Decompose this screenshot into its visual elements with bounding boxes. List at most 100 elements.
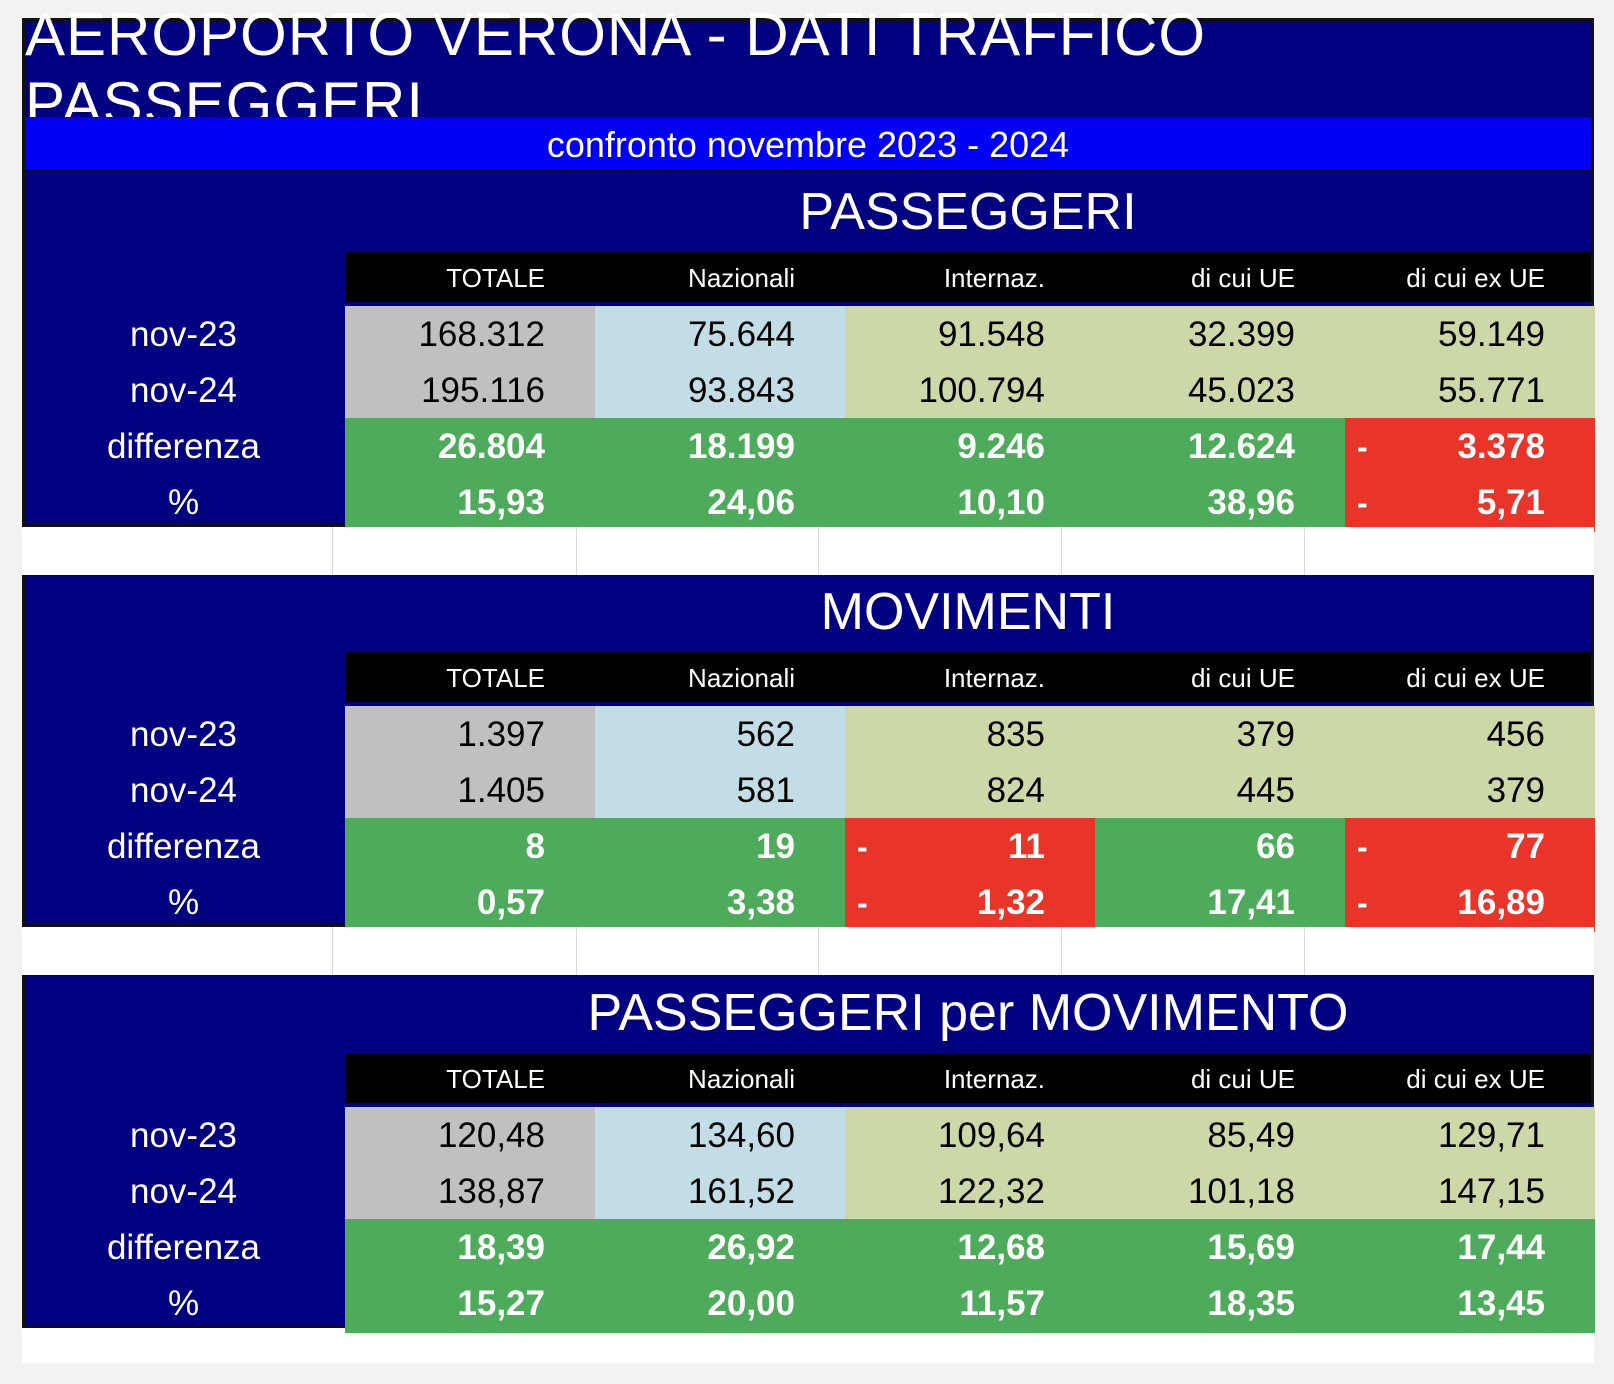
section-title: MOVIMENTI (820, 583, 1116, 641)
cell-value: 38,96 (1207, 483, 1295, 522)
cell-value: 3,38 (726, 883, 795, 922)
grid-line (1061, 527, 1062, 575)
cell-value: 77 (1506, 827, 1545, 866)
cell-value: 85,49 (1207, 1116, 1295, 1155)
data-cell-internaz: 11 - (845, 818, 1095, 876)
row-label-percent: % (167, 883, 200, 922)
cell-value: 835 (986, 715, 1045, 754)
cell-value: 109,64 (937, 1116, 1045, 1155)
cell-value: 17,44 (1457, 1228, 1545, 1267)
data-cell-internaz: 91.548 (845, 306, 1095, 364)
data-cell-internaz: 100.794 (845, 362, 1095, 420)
cell-value: 0,57 (476, 883, 545, 922)
minus-sign: - (1357, 428, 1368, 465)
data-cell-totale: 15,27 (345, 1275, 595, 1333)
cell-value: 26,92 (707, 1228, 795, 1267)
cell-value: 379 (1236, 715, 1295, 754)
grid-line (332, 527, 333, 575)
data-cell-nazionali: 26,92 (595, 1219, 845, 1277)
data-cell-di-cui-ex-ue: 16,89 - (1345, 874, 1595, 932)
column-header-totale: TOTALE (446, 263, 545, 293)
data-cell-totale: 1.405 (345, 762, 595, 820)
data-cell-di-cui-ue: 379 (1095, 706, 1345, 764)
grid-line (576, 927, 577, 975)
cell-value: 9.246 (957, 427, 1045, 466)
data-cell-di-cui-ex-ue: 147,15 (1345, 1163, 1595, 1221)
column-header-internaz: Internaz. (943, 663, 1045, 693)
cell-value: 147,15 (1437, 1172, 1545, 1211)
data-cell-nazionali: 18.199 (595, 418, 845, 476)
report-header: AEROPORTO VERONA - DATI TRAFFICO PASSEGG… (22, 1, 1594, 173)
data-cell-totale: 26.804 (345, 418, 595, 476)
column-header-di-cui-ex-ue: di cui ex UE (1406, 1064, 1545, 1094)
data-cell-di-cui-ue: 38,96 (1095, 474, 1345, 532)
cell-value: 12,68 (957, 1228, 1045, 1267)
cell-value: 456 (1486, 715, 1545, 754)
data-cell-nazionali: 3,38 (595, 874, 845, 932)
data-cell-di-cui-ue: 32.399 (1095, 306, 1345, 364)
data-cell-di-cui-ue: 15,69 (1095, 1219, 1345, 1277)
row-label-percent: % (167, 1284, 200, 1323)
data-cell-di-cui-ue: 85,49 (1095, 1107, 1345, 1165)
cell-value: 5,71 (1476, 483, 1545, 522)
cell-value: 1,32 (976, 883, 1045, 922)
cell-value: 20,00 (707, 1284, 795, 1323)
cell-value: 15,27 (457, 1284, 545, 1323)
row-label-nov-23: nov-23 (129, 315, 238, 354)
data-cell-nazionali: 161,52 (595, 1163, 845, 1221)
column-header-row: TOTALE Nazionali Internaz. di cui UE di cui … (345, 652, 1591, 702)
column-header-nazionali: Nazionali (688, 663, 795, 693)
data-cell-di-cui-ue: 445 (1095, 762, 1345, 820)
column-header-di-cui-ue: di cui UE (1190, 263, 1295, 293)
row-label-differenza: differenza (106, 427, 261, 466)
cell-value: 581 (736, 771, 795, 810)
cell-value: 379 (1486, 771, 1545, 810)
grid-line (1061, 927, 1062, 975)
cell-value: 138,87 (437, 1172, 545, 1211)
cell-value: 161,52 (687, 1172, 795, 1211)
minus-sign: - (1357, 828, 1368, 865)
data-cell-nazionali: 20,00 (595, 1275, 845, 1333)
cell-value: 59.149 (1437, 315, 1545, 354)
data-cell-totale: 168.312 (345, 306, 595, 364)
cell-value: 18.199 (687, 427, 795, 466)
report-sheet: AEROPORTO VERONA - DATI TRAFFICO PASSEGG… (22, 1, 1595, 1363)
minus-sign: - (857, 828, 868, 865)
minus-sign: - (857, 884, 868, 921)
row-label-nov-24: nov-24 (129, 371, 238, 410)
cell-value: 16,89 (1457, 883, 1545, 922)
cell-value: 8 (525, 827, 545, 866)
cell-value: 26.804 (437, 427, 545, 466)
grid-line (1304, 527, 1305, 575)
cell-value: 562 (736, 715, 795, 754)
data-cell-di-cui-ue: 45.023 (1095, 362, 1345, 420)
grid-line (332, 927, 333, 975)
column-header-nazionali: Nazionali (688, 263, 795, 293)
row-label-nov-24: nov-24 (129, 1172, 238, 1211)
data-cell-nazionali: 93.843 (595, 362, 845, 420)
column-header-internaz: Internaz. (943, 1064, 1045, 1094)
data-cell-di-cui-ue: 66 (1095, 818, 1345, 876)
column-header-totale: TOTALE (446, 663, 545, 693)
report-title: AEROPORTO VERONA - DATI TRAFFICO PASSEGG… (25, 1, 1207, 137)
data-cell-nazionali: 581 (595, 762, 845, 820)
data-cell-nazionali: 134,60 (595, 1107, 845, 1165)
minus-sign: - (1357, 884, 1368, 921)
cell-value: 15,93 (457, 483, 545, 522)
row-label-nov-24: nov-24 (129, 771, 238, 810)
cell-value: 93.843 (687, 371, 795, 410)
data-cell-di-cui-ex-ue: 3.378 - (1345, 418, 1595, 476)
cell-value: 11,57 (959, 1284, 1045, 1323)
grid-line (576, 527, 577, 575)
data-cell-di-cui-ex-ue: 5,71 - (1345, 474, 1595, 532)
cell-value: 24,06 (707, 483, 795, 522)
data-cell-di-cui-ex-ue: 77 - (1345, 818, 1595, 876)
data-cell-totale: 18,39 (345, 1219, 595, 1277)
data-cell-di-cui-ue: 18,35 (1095, 1275, 1345, 1333)
grid-line (1304, 927, 1305, 975)
grid-line (818, 527, 819, 575)
cell-value: 100.794 (918, 371, 1045, 410)
row-label-nov-23: nov-23 (129, 1116, 238, 1155)
cell-value: 18,39 (457, 1228, 545, 1267)
data-cell-internaz: 1,32 - (845, 874, 1095, 932)
